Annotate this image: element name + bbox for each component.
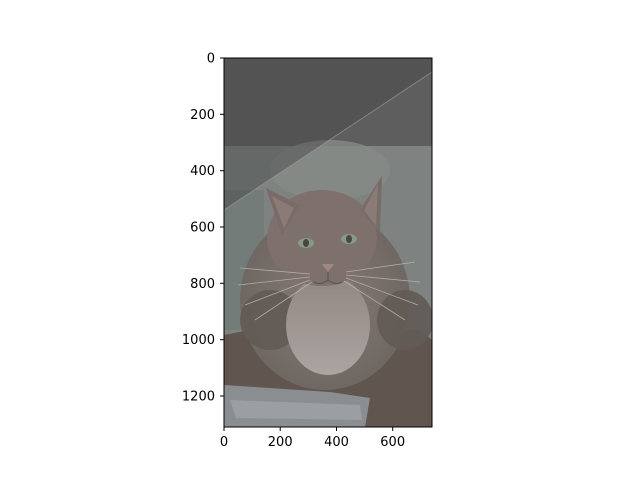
x-tick-label: 200: [268, 435, 293, 450]
y-tick-label: 800: [190, 277, 215, 292]
y-tick-label: 1000: [182, 333, 215, 348]
x-tick-label: 400: [324, 435, 349, 450]
y-tick-label: 600: [190, 221, 215, 236]
y-tick-label: 1200: [182, 390, 215, 405]
y-tick-label: 0: [207, 52, 215, 67]
y-axis: 0 200 400 600 800 1000 1200: [182, 52, 224, 405]
x-axis: 0 200 400 600: [220, 427, 405, 450]
cat-photo: [224, 58, 432, 427]
y-tick-label: 400: [190, 164, 215, 179]
x-tick-label: 0: [220, 435, 228, 450]
plot-frame: [223, 57, 433, 428]
y-tick-label: 200: [190, 108, 215, 123]
x-tick-label: 600: [380, 435, 405, 450]
